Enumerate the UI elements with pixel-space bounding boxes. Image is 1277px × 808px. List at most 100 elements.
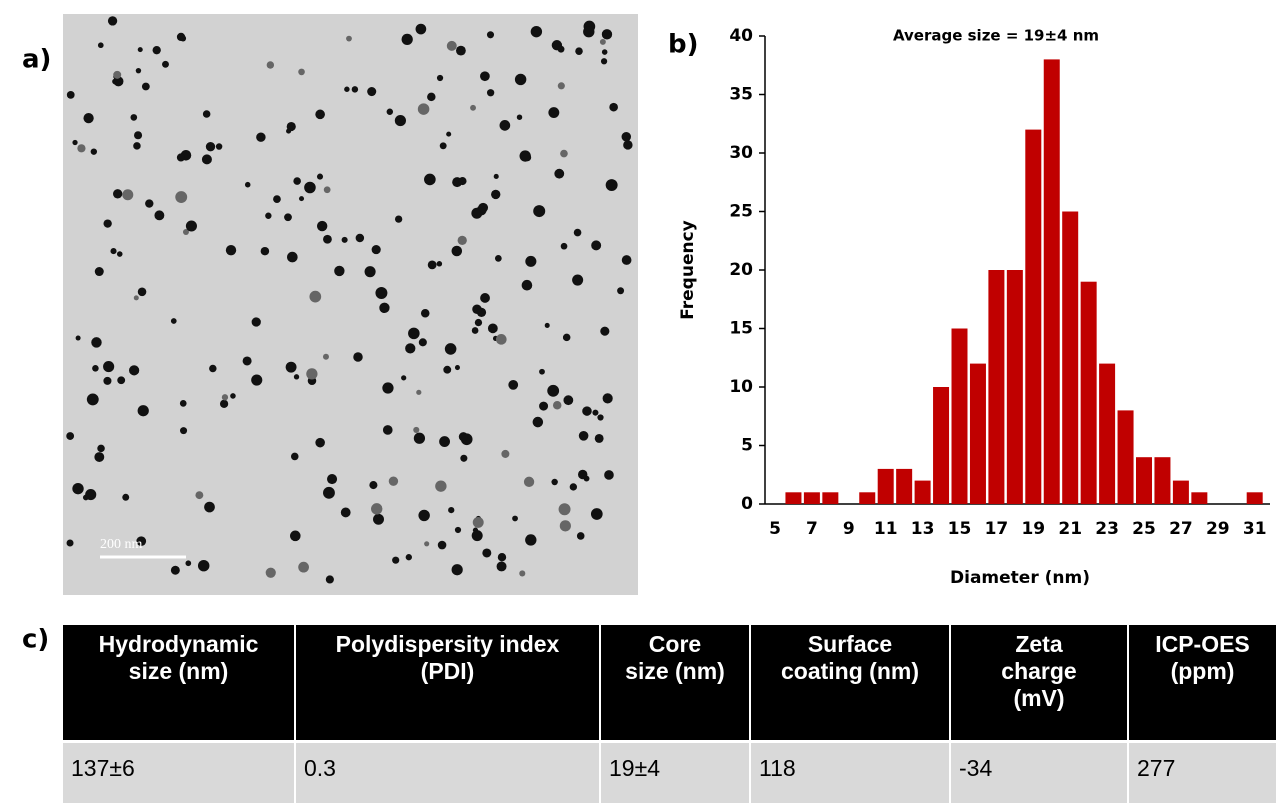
particle [600, 58, 608, 65]
particle [600, 326, 610, 336]
particle [83, 112, 94, 124]
header-cell: Hydrodynamic size (nm) [63, 625, 296, 742]
particle [446, 131, 452, 137]
header-text: charge [1001, 658, 1077, 684]
particle [597, 414, 604, 421]
header-text: Core [648, 631, 702, 657]
particle [424, 541, 430, 547]
table-cell: 19±4 [600, 740, 751, 803]
x-tick-label: 31 [1243, 519, 1267, 539]
panel-c-label: c) [22, 625, 49, 655]
particle [382, 382, 394, 394]
x-tick-label: 9 [843, 519, 855, 539]
particle [170, 318, 177, 324]
particle [577, 469, 588, 480]
tem-image [63, 14, 638, 595]
bar [914, 480, 931, 504]
particle [451, 245, 463, 257]
particle [521, 279, 533, 291]
particle [621, 255, 632, 265]
particle [180, 35, 187, 42]
particle [394, 215, 403, 223]
particle [394, 114, 406, 127]
particle [66, 90, 75, 99]
particle [439, 436, 450, 447]
particle [334, 265, 345, 277]
particle [523, 476, 535, 488]
particle [116, 251, 123, 257]
particle [458, 177, 467, 186]
particle [499, 120, 511, 131]
particle [364, 266, 376, 278]
particle [514, 73, 527, 86]
particle [285, 361, 297, 373]
particle [201, 154, 212, 165]
particle [444, 343, 457, 355]
particle [435, 480, 447, 492]
y-tick-label: 35 [729, 85, 753, 105]
particle [472, 516, 484, 528]
particle [471, 327, 479, 334]
y-tick-label: 25 [729, 202, 753, 222]
bar [1172, 480, 1189, 504]
particle [136, 536, 147, 547]
x-tick-label: 13 [911, 519, 935, 539]
particle [66, 539, 74, 547]
bar [785, 492, 802, 504]
particle [154, 210, 165, 221]
particle [424, 173, 436, 186]
particle [298, 68, 305, 76]
particle [351, 86, 359, 93]
header-text: size (nm) [128, 658, 229, 684]
particle [373, 513, 384, 525]
particle [284, 213, 292, 222]
particle [501, 449, 510, 458]
particle [558, 503, 571, 516]
particle [519, 570, 526, 577]
particle [420, 308, 430, 318]
particle [327, 473, 338, 485]
particle [460, 454, 468, 462]
header-text: Surface [807, 631, 893, 657]
particle [179, 399, 187, 407]
y-tick-label: 10 [729, 377, 753, 397]
particle [91, 337, 102, 348]
particle [439, 142, 447, 150]
particle [94, 267, 104, 277]
particle [137, 287, 147, 297]
particle [427, 92, 436, 102]
particle [369, 481, 378, 490]
y-tick-label: 30 [729, 143, 753, 163]
particle [341, 236, 348, 243]
particle [578, 431, 589, 441]
y-tick-label: 40 [729, 26, 753, 46]
particle [107, 16, 118, 26]
particle [494, 254, 502, 262]
particle [451, 564, 463, 576]
particle [457, 235, 467, 246]
particle [205, 142, 216, 152]
x-tick-label: 21 [1058, 519, 1082, 539]
particle [117, 376, 126, 385]
particle [353, 352, 363, 362]
panel-label: c) [22, 625, 49, 655]
particle [162, 60, 169, 68]
particle [97, 444, 105, 453]
particle [110, 248, 117, 255]
particle [601, 29, 613, 40]
particle [382, 425, 393, 435]
header-cell: Surface coating (nm) [750, 625, 951, 742]
particle [133, 295, 139, 301]
particle [525, 255, 537, 267]
particle [512, 515, 518, 522]
particle [405, 343, 416, 354]
particle [427, 260, 437, 270]
x-axis-label: Diameter (nm) [950, 568, 1090, 588]
x-tick-label: 5 [769, 519, 781, 539]
particle [560, 242, 568, 250]
particle [251, 317, 261, 327]
particle [242, 356, 252, 366]
particle [604, 470, 614, 480]
particles [66, 16, 633, 584]
